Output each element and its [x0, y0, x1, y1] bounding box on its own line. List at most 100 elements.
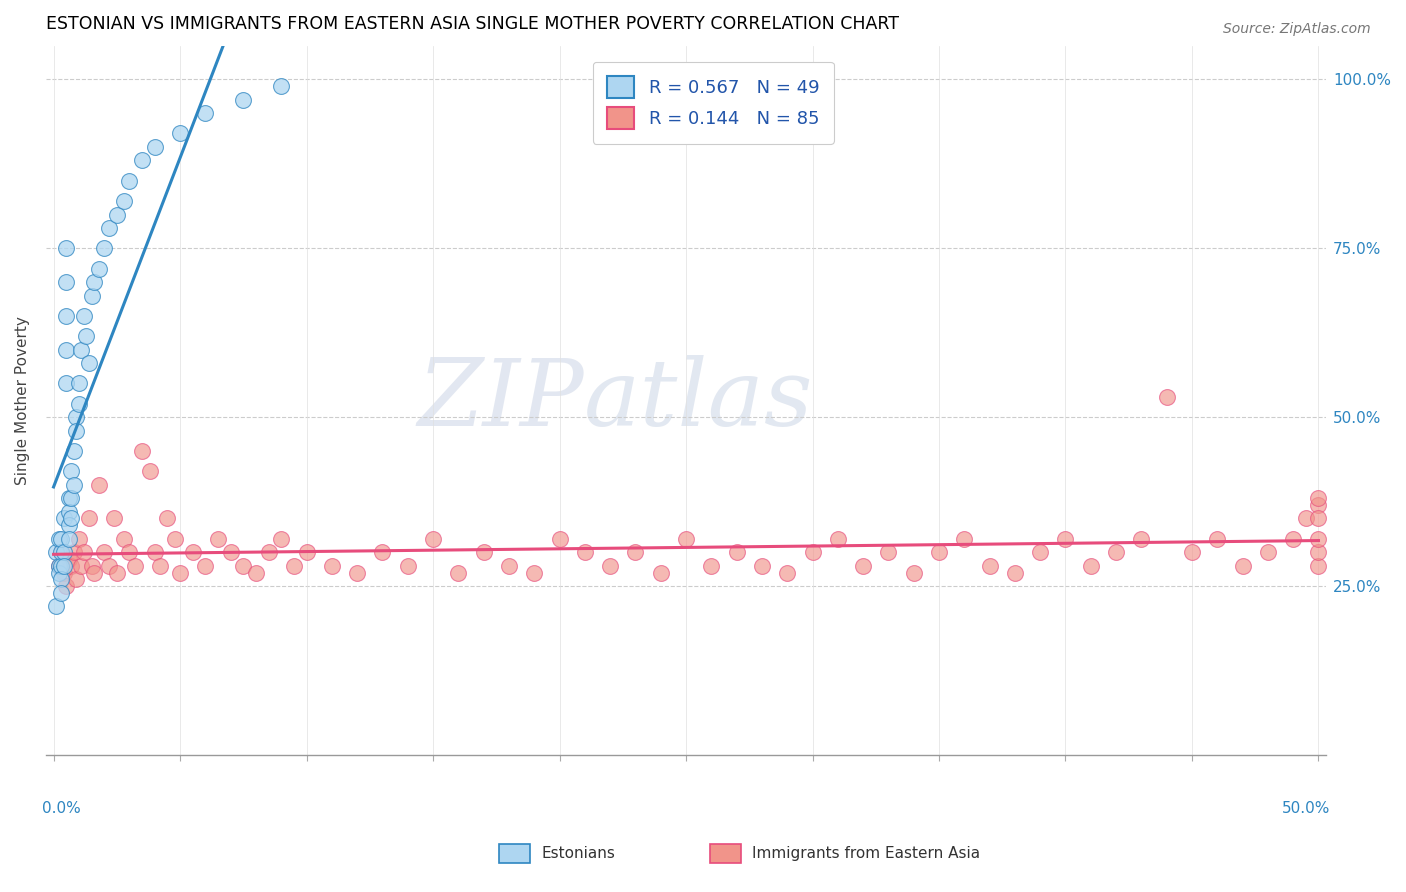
Point [928, 545, 950, 559]
Point [194, 106, 217, 120]
Point [1130, 532, 1153, 546]
Point [62, 545, 84, 559]
Point [52, 511, 75, 525]
Point [270, 79, 292, 94]
Point [52, 558, 75, 573]
Point [321, 558, 343, 573]
Y-axis label: Single Mother Poverty: Single Mother Poverty [15, 316, 30, 484]
Point [700, 558, 723, 573]
Text: 50.0%: 50.0% [1281, 801, 1330, 816]
Point [67, 376, 90, 391]
Point [232, 558, 254, 573]
Point [49, 572, 72, 586]
Point [624, 545, 647, 559]
Point [1257, 545, 1279, 559]
Point [58, 532, 80, 546]
Point [1308, 511, 1330, 525]
Point [80, 558, 103, 573]
Point [143, 545, 166, 559]
Point [48, 558, 70, 573]
Point [52, 545, 75, 559]
Point [169, 566, 191, 580]
Point [49, 545, 72, 559]
Point [877, 545, 900, 559]
Point [124, 558, 146, 573]
Point [60, 558, 83, 573]
Point [1308, 545, 1330, 559]
Point [60, 491, 83, 506]
Point [58, 518, 80, 533]
Point [574, 545, 596, 559]
Point [346, 566, 368, 580]
Point [1308, 498, 1330, 512]
Point [1181, 545, 1204, 559]
Point [62, 477, 84, 491]
Point [181, 545, 204, 559]
Point [1054, 532, 1077, 546]
Point [48, 566, 70, 580]
Point [1308, 558, 1330, 573]
Point [58, 491, 80, 506]
Point [67, 397, 90, 411]
Point [112, 532, 135, 546]
Point [232, 93, 254, 107]
Point [396, 558, 419, 573]
Point [650, 566, 672, 580]
Point [103, 511, 125, 525]
Point [1282, 532, 1305, 546]
Point [776, 566, 799, 580]
Point [149, 558, 172, 573]
Point [93, 545, 115, 559]
Point [257, 545, 280, 559]
Point [194, 558, 217, 573]
Text: atlas: atlas [583, 355, 813, 445]
Point [852, 558, 875, 573]
Point [83, 566, 105, 580]
Point [1080, 558, 1102, 573]
Text: 0.0%: 0.0% [42, 801, 82, 816]
Point [70, 558, 93, 573]
Point [675, 532, 697, 546]
Point [55, 309, 77, 323]
Point [903, 566, 925, 580]
Point [87, 477, 110, 491]
Point [65, 410, 87, 425]
Point [1029, 545, 1052, 559]
Point [65, 424, 87, 438]
Point [49, 586, 72, 600]
Point [1105, 545, 1128, 559]
Point [548, 532, 571, 546]
Point [73, 309, 96, 323]
Point [87, 261, 110, 276]
Point [169, 127, 191, 141]
Point [98, 558, 121, 573]
Point [143, 140, 166, 154]
Point [219, 545, 242, 559]
Point [725, 545, 748, 559]
Point [131, 153, 153, 168]
Point [270, 532, 292, 546]
Text: Source: ZipAtlas.com: Source: ZipAtlas.com [1223, 22, 1371, 37]
Point [1308, 532, 1330, 546]
Text: Immigrants from Eastern Asia: Immigrants from Eastern Asia [752, 847, 980, 861]
Point [60, 511, 83, 525]
Point [1004, 566, 1026, 580]
Point [58, 552, 80, 566]
Point [77, 511, 100, 525]
Legend: R = 0.567   N = 49, R = 0.144   N = 85: R = 0.567 N = 49, R = 0.144 N = 85 [593, 62, 834, 144]
Point [55, 241, 77, 255]
Point [55, 579, 77, 593]
Text: ESTONIAN VS IMMIGRANTS FROM EASTERN ASIA SINGLE MOTHER POVERTY CORRELATION CHART: ESTONIAN VS IMMIGRANTS FROM EASTERN ASIA… [46, 15, 898, 33]
Point [98, 221, 121, 235]
Point [751, 558, 773, 573]
Point [118, 174, 141, 188]
Point [1232, 558, 1254, 573]
Point [83, 275, 105, 289]
Point [599, 558, 621, 573]
Point [55, 343, 77, 357]
Point [472, 545, 495, 559]
Point [52, 566, 75, 580]
Point [1156, 390, 1178, 404]
Point [48, 532, 70, 546]
Point [49, 558, 72, 573]
